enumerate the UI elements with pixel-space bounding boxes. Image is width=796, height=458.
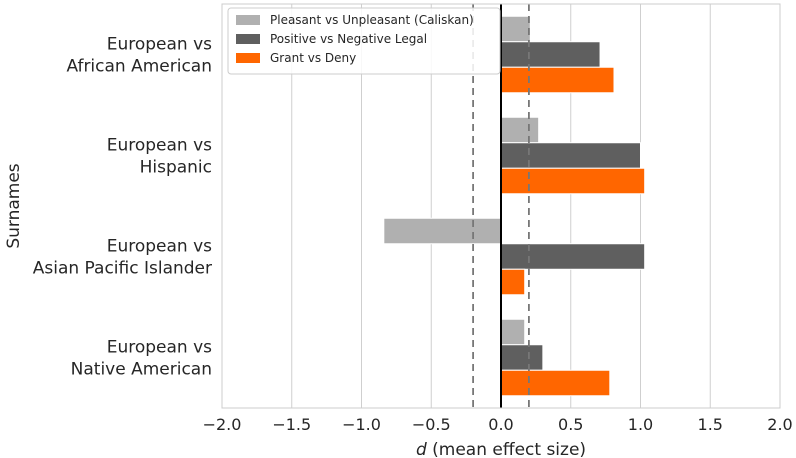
plot-frame <box>221 3 781 409</box>
legend-swatch <box>236 53 260 63</box>
bar <box>383 217 502 245</box>
legend-swatch <box>236 34 260 44</box>
legend-label: Positive vs Negative Legal <box>270 32 427 46</box>
x-tick-label: −1.0 <box>342 415 381 434</box>
x-axis-title: d (mean effect size) <box>416 440 586 458</box>
bar <box>500 142 641 169</box>
y-axis-title: Surnames <box>4 163 24 248</box>
bar <box>500 268 526 296</box>
legend-box <box>227 7 501 75</box>
x-tick-label: 1.0 <box>628 415 653 434</box>
bar <box>500 66 615 94</box>
category-label-line: European vs <box>107 136 212 156</box>
x-tick-label: 0.0 <box>488 415 513 434</box>
x-tick-label: −2.0 <box>203 415 242 434</box>
category-label-line: Native American <box>71 360 212 380</box>
x-tick-label: 2.0 <box>767 415 792 434</box>
category-label: European vs Native American <box>71 338 213 380</box>
category-label-line: Asian Pacific Islander <box>33 259 212 279</box>
category-label: European vs Asian Pacific Islander <box>33 237 212 279</box>
x-tick-label: 0.5 <box>558 415 583 434</box>
x-tick-label: −0.5 <box>412 415 451 434</box>
legend-label: Pleasant vs Unpleasant (Caliskan) <box>270 13 474 27</box>
bar <box>500 344 544 371</box>
category-label-line: European vs <box>107 338 212 358</box>
category-label: European vs Hispanic <box>107 136 212 178</box>
bar <box>500 369 611 397</box>
category-label-line: European vs <box>107 237 212 257</box>
legend-swatch <box>236 15 260 25</box>
bar <box>500 318 526 346</box>
category-label-line: African American <box>66 57 212 77</box>
category-label-line: European vs <box>107 35 212 55</box>
x-tick-label: 1.5 <box>698 415 723 434</box>
x-tick-label: −1.5 <box>272 415 311 434</box>
category-label: European vs African American <box>66 35 212 77</box>
legend: Pleasant vs Unpleasant (Caliskan) Positiv… <box>227 7 501 75</box>
bar <box>500 167 646 195</box>
bar <box>500 41 601 68</box>
bar <box>500 116 540 144</box>
bar <box>500 243 646 270</box>
bar <box>500 15 531 43</box>
category-label-line: Hispanic <box>140 158 212 178</box>
legend-label: Grant vs Deny <box>270 51 356 65</box>
